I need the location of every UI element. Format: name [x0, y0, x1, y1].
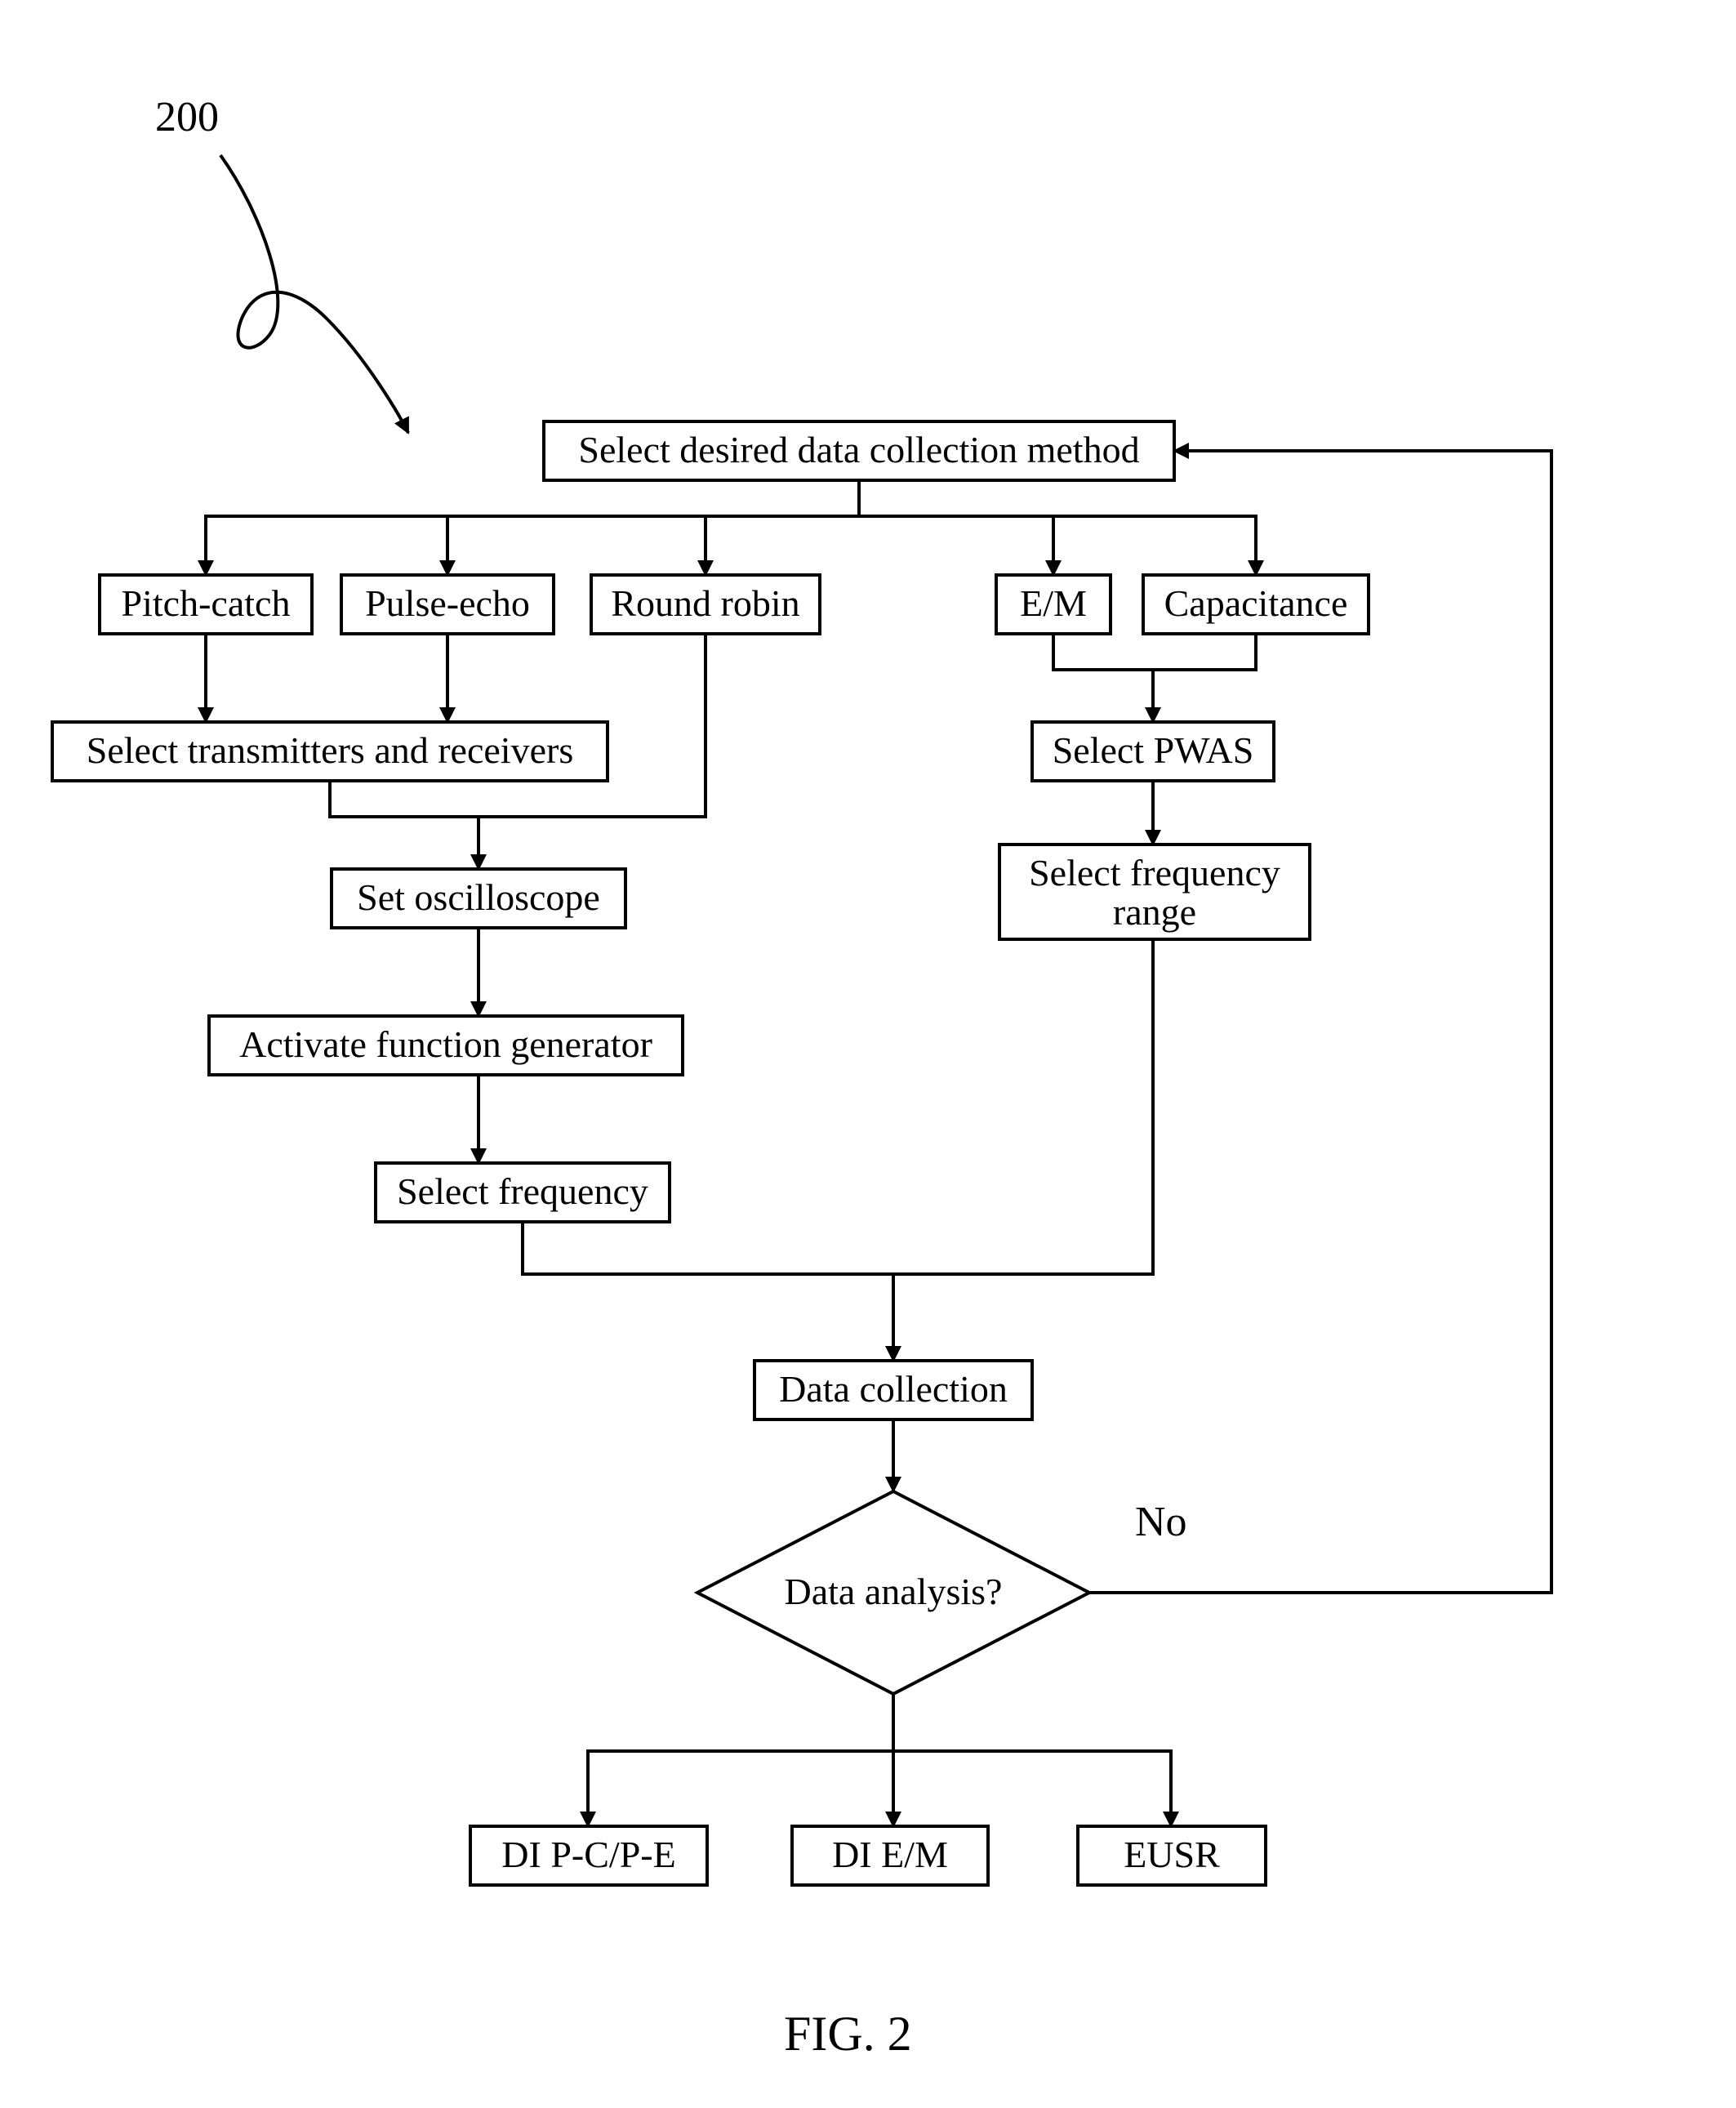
box-label-cap: Capacitance: [1164, 582, 1348, 624]
edge: [206, 480, 859, 575]
edge: [588, 1694, 893, 1826]
box-label-eusr: EUSR: [1124, 1834, 1220, 1875]
box-label2-freqrange: range: [1113, 891, 1196, 933]
ref-arrow: [220, 155, 408, 433]
box-label-freqrange: Select frequency: [1029, 852, 1280, 894]
edge: [330, 781, 479, 869]
edge: [706, 516, 859, 575]
box-label-pc: Pitch-catch: [122, 582, 291, 624]
edge: [893, 1751, 1171, 1826]
edge: [447, 516, 859, 575]
box-label-pe: Pulse-echo: [365, 582, 530, 624]
edge: [859, 516, 1256, 575]
box-label-datacoll: Data collection: [779, 1368, 1008, 1410]
box-label-top: Select desired data collection method: [578, 429, 1139, 470]
decision-label-decision: Data analysis?: [785, 1571, 1003, 1612]
box-label-diem: DI E/M: [832, 1834, 948, 1875]
box-label-selfreq: Select frequency: [397, 1170, 648, 1212]
box-label-pwas: Select PWAS: [1053, 729, 1254, 771]
edge: [859, 516, 1053, 575]
box-label-actfn: Activate function generator: [239, 1023, 652, 1065]
box-label-dipc: DI P-C/P-E: [501, 1834, 675, 1875]
label-caption: FIG. 2: [784, 2007, 912, 2061]
edge: [893, 939, 1153, 1274]
label-ref: 200: [155, 94, 219, 140]
box-label-txrx: Select transmitters and receivers: [87, 729, 573, 771]
label-nolabel: No: [1135, 1499, 1187, 1545]
edge: [1153, 634, 1256, 670]
edge: [1053, 634, 1153, 722]
box-label-rr: Round robin: [611, 582, 799, 624]
edge: [523, 1222, 893, 1361]
box-label-em: E/M: [1020, 582, 1087, 624]
box-label-osc: Set oscilloscope: [357, 876, 600, 918]
